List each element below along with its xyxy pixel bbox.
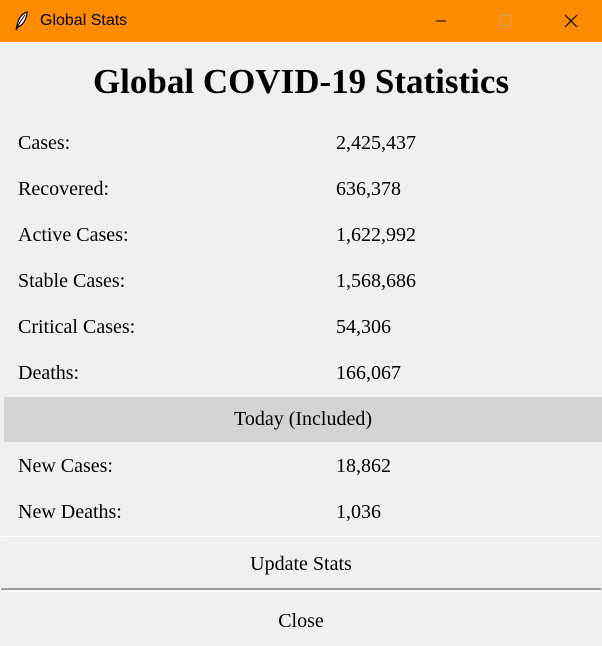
update-stats-button[interactable]: Update Stats <box>1 536 601 590</box>
minimize-button[interactable] <box>418 0 464 42</box>
today-section-header: Today (Included) <box>4 397 602 442</box>
stat-label: Deaths: <box>18 362 80 384</box>
stat-value: 1,622,992 <box>336 224 416 246</box>
stat-row-recovered: Recovered: 636,378 <box>0 166 602 212</box>
stat-label: New Deaths: <box>18 501 122 523</box>
title-bar[interactable]: Global Stats <box>0 0 602 42</box>
stat-row-deaths: Deaths: 166,067 <box>0 350 602 396</box>
stat-row-new-cases: New Cases: 18,862 <box>0 443 602 489</box>
stat-value: 54,306 <box>336 316 391 338</box>
close-window-button[interactable] <box>548 0 594 42</box>
stat-row-new-deaths: New Deaths: 1,036 <box>0 489 602 535</box>
close-button[interactable]: Close <box>1 591 601 646</box>
page-title: Global COVID-19 Statistics <box>92 62 510 101</box>
minimize-icon <box>436 20 446 22</box>
stat-row-cases: Cases: 2,425,437 <box>0 120 602 166</box>
window-title: Global Stats <box>40 12 128 29</box>
stat-label: Stable Cases: <box>18 270 126 292</box>
close-icon <box>564 14 578 28</box>
stat-label: Cases: <box>18 132 71 154</box>
feather-icon <box>10 9 34 33</box>
stat-row-critical-cases: Critical Cases: 54,306 <box>0 304 602 350</box>
maximize-button[interactable] <box>482 0 528 42</box>
maximize-icon <box>500 15 511 26</box>
stat-value: 1,036 <box>336 501 381 523</box>
stat-row-active-cases: Active Cases: 1,622,992 <box>0 212 602 258</box>
stat-value: 1,568,686 <box>336 270 416 292</box>
stat-value: 166,067 <box>336 362 401 384</box>
stat-label: Critical Cases: <box>18 316 136 338</box>
stat-label: Recovered: <box>18 178 110 200</box>
stat-row-stable-cases: Stable Cases: 1,568,686 <box>0 258 602 304</box>
stat-label: Active Cases: <box>18 224 129 246</box>
stat-label: New Cases: <box>18 455 113 477</box>
stat-value: 2,425,437 <box>336 132 416 154</box>
stat-value: 636,378 <box>336 178 401 200</box>
stat-value: 18,862 <box>336 455 391 477</box>
